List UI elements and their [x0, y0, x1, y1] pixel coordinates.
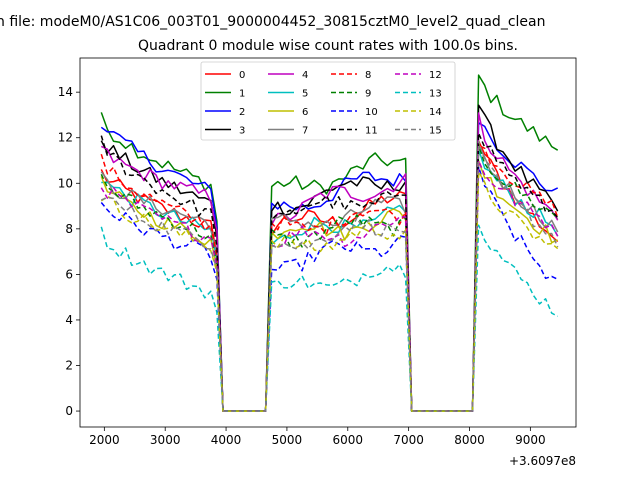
legend-label-5: 5: [302, 89, 308, 100]
series-line-8: [100, 144, 559, 412]
legend-label-1: 1: [239, 89, 245, 100]
legend-label-10: 10: [365, 107, 378, 118]
series-line-5: [101, 148, 559, 412]
series-line-1: [100, 74, 559, 412]
y-axis: 0 2 4 6 8 10 12 14: [58, 85, 80, 418]
legend-label-3: 3: [239, 126, 245, 137]
series-line-12: [100, 159, 559, 412]
x-tick-label: 9000: [515, 433, 546, 447]
axes-frame: [79, 57, 577, 428]
legend-label-4: 4: [302, 70, 308, 81]
x-tick-label: 6000: [333, 433, 364, 447]
x-tick-label: 7000: [393, 433, 424, 447]
y-tick-label: 12: [58, 131, 73, 145]
legend-label-6: 6: [302, 107, 308, 118]
series-line-13: [100, 224, 559, 412]
x-tick-label: 4000: [211, 433, 242, 447]
series-line-10: [100, 166, 559, 412]
x-tick-label: 3000: [150, 433, 181, 447]
x-axis: 2000 3000 4000 5000 6000 7000 8000 9000: [89, 427, 546, 447]
x-tick-label: 8000: [454, 433, 485, 447]
legend-label-13: 13: [429, 89, 442, 100]
legend-frame: [200, 61, 456, 141]
y-tick-label: 14: [58, 85, 73, 99]
chart-title: Quadrant 0 module wise count rates with …: [138, 38, 518, 54]
y-tick-label: 2: [65, 359, 73, 373]
legend-label-14: 14: [429, 107, 442, 118]
x-tick-label: 5000: [272, 433, 303, 447]
legend-label-9: 9: [365, 89, 371, 100]
legend-label-2: 2: [239, 107, 245, 118]
legend-label-7: 7: [302, 126, 308, 137]
y-tick-label: 0: [65, 404, 73, 418]
series-line-4: [100, 112, 559, 412]
y-tick-label: 8: [65, 222, 73, 236]
y-tick-label: 10: [58, 176, 73, 190]
x-tick-label: 2000: [89, 433, 120, 447]
y-tick-label: 6: [65, 267, 73, 281]
legend-label-11: 11: [365, 126, 378, 137]
series-line-15: [101, 140, 559, 412]
legend-label-12: 12: [429, 70, 442, 81]
legend-label-8: 8: [365, 70, 371, 81]
x-offset-label: +3.6097e8: [509, 454, 576, 468]
y-tick-label: 4: [65, 313, 73, 327]
figure-suptitle: n file: modeM0/AS1C06_003T01_9000004452_…: [0, 14, 545, 30]
series-line-3: [100, 104, 559, 412]
legend-label-0: 0: [239, 70, 245, 81]
series-line-14: [100, 171, 559, 412]
legend-label-15: 15: [429, 126, 442, 137]
series-layer: [100, 74, 559, 412]
series-line-6: [100, 160, 558, 412]
